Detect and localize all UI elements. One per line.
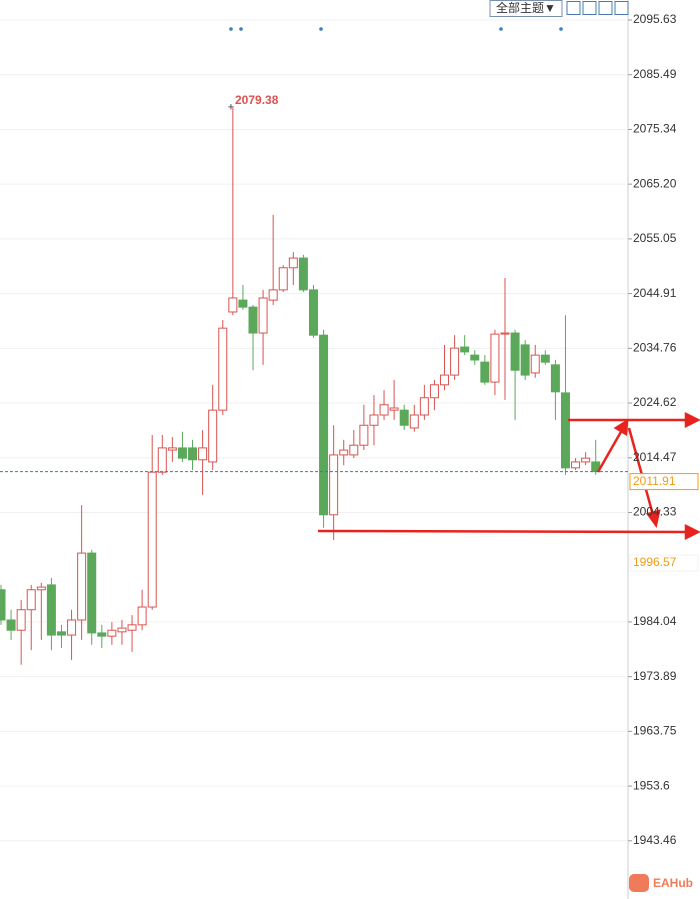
candle-body — [369, 414, 379, 426]
y-tick-label: 1984.04 — [633, 614, 677, 628]
candle-body — [46, 584, 56, 636]
tool-icon[interactable] — [582, 1, 597, 15]
logo-text: EAHub — [653, 876, 693, 890]
y-tick-label: 2044.91 — [633, 286, 677, 300]
logo: EAHub — [629, 874, 693, 892]
y-tick-label: 2075.34 — [633, 122, 677, 136]
candle-body — [329, 454, 339, 516]
candle-body — [359, 424, 369, 446]
last-price-box — [629, 473, 699, 491]
arrows — [317, 411, 700, 541]
candle-body — [399, 409, 409, 426]
candle-body — [379, 404, 389, 416]
candle-body — [278, 267, 288, 291]
y-tick-label: 2034.76 — [633, 341, 677, 355]
candle-body — [440, 374, 450, 386]
candle-body — [208, 409, 218, 463]
theme-button-label[interactable]: 全部主题▼ — [496, 0, 556, 15]
theme-button[interactable] — [489, 0, 563, 17]
tool-icon[interactable] — [566, 1, 581, 15]
candle-body — [450, 347, 460, 376]
candle-body — [308, 289, 318, 336]
y-tick-label: 1963.75 — [633, 724, 677, 738]
y-tick-label: 2055.05 — [633, 231, 677, 245]
candle-body — [36, 586, 46, 591]
candle-body — [520, 344, 530, 376]
candle-body — [87, 552, 97, 634]
candle-body — [530, 354, 540, 374]
candle-body — [258, 297, 268, 334]
candle-body — [349, 444, 359, 456]
candle-body — [550, 364, 560, 393]
candle-body — [460, 346, 470, 353]
candle-body — [500, 332, 510, 335]
y-tick-label: 2004.33 — [633, 505, 677, 519]
candle-body — [581, 457, 591, 463]
candle-body — [198, 447, 208, 461]
candle-body — [67, 619, 77, 636]
candle-body — [409, 414, 419, 429]
y-tick-label: 1973.89 — [633, 669, 677, 683]
high-annotation: 2079.38 — [235, 93, 279, 107]
candle-body — [188, 447, 198, 461]
candle-body — [77, 552, 87, 621]
candle-body — [389, 407, 399, 411]
candle-body — [238, 299, 248, 308]
candle-body — [228, 297, 238, 313]
candle-body — [117, 627, 127, 633]
candle-body — [490, 333, 500, 383]
candle-body — [339, 449, 349, 456]
candle-body — [6, 619, 16, 631]
toolbar: 全部主题▼ — [489, 0, 629, 17]
candle-body — [540, 354, 550, 363]
candle-body — [16, 609, 26, 631]
candle-body — [429, 384, 439, 399]
tool-icon[interactable] — [614, 1, 629, 15]
candle-body — [218, 327, 228, 411]
candle-body — [248, 306, 258, 334]
y-tick-label: 2095.63 — [633, 12, 677, 26]
y-tick-label: 2024.62 — [633, 395, 677, 409]
cross-marker: + — [228, 102, 234, 114]
candle-body — [319, 334, 329, 516]
candle-body — [26, 589, 36, 611]
plot: +2079.38 — [0, 19, 632, 842]
candle-body — [157, 447, 167, 473]
candle-body — [298, 257, 308, 291]
y-tick-label: 2085.49 — [633, 67, 677, 81]
candle-body — [97, 632, 107, 637]
last-price-label: 2011.91 — [633, 474, 676, 488]
level-box — [629, 554, 699, 572]
candle-body — [419, 397, 429, 416]
candle-body — [177, 447, 187, 459]
y-tick-label: 1953.6 — [633, 778, 670, 792]
y-tick-label: 1943.46 — [633, 833, 677, 847]
candle-body — [510, 332, 520, 371]
candle-body — [167, 447, 177, 451]
y-tick-label: 2065.20 — [633, 176, 677, 190]
y-tick-label: 2014.47 — [633, 450, 677, 464]
candle-body — [571, 461, 581, 469]
candle-body — [147, 471, 157, 608]
candle-body — [0, 589, 6, 621]
candle-body — [137, 606, 147, 626]
candle-body — [107, 629, 117, 637]
candle-body — [127, 624, 137, 631]
candle-body — [288, 257, 298, 269]
session-dots — [229, 27, 563, 31]
candle-body — [470, 354, 480, 361]
candle-body — [480, 361, 490, 383]
tool-icon[interactable] — [598, 1, 613, 15]
candle-body — [268, 289, 278, 301]
candle-body — [560, 392, 570, 469]
level-label: 1996.57 — [633, 555, 677, 569]
candle-body — [56, 631, 66, 636]
